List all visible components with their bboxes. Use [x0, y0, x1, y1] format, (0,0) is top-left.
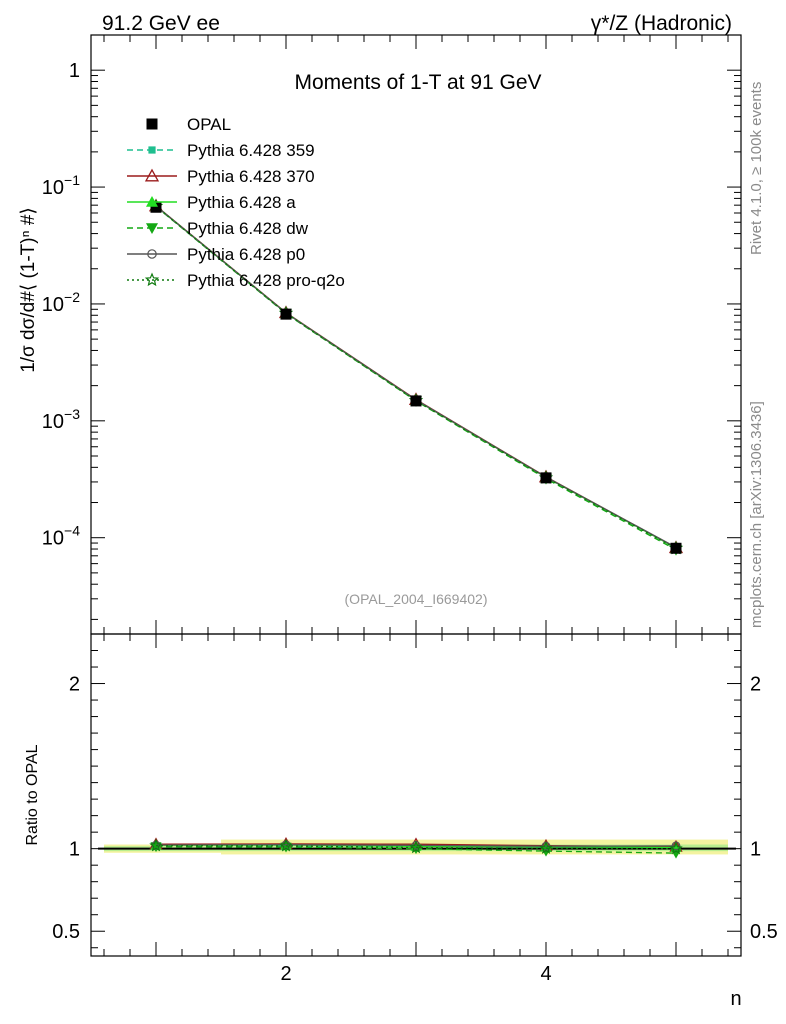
legend-label: Pythia 6.428 dw	[187, 219, 309, 238]
data-point	[670, 542, 682, 554]
legend-marker	[146, 223, 158, 234]
legend-marker	[148, 146, 156, 154]
ratio-point	[539, 841, 553, 854]
y-tick-label: 10−3	[42, 406, 80, 433]
y-tick-label: 10−4	[42, 523, 80, 550]
x-tick-label: 4	[540, 963, 551, 985]
ratio-point	[669, 841, 683, 855]
legend-label: Pythia 6.428 a	[187, 193, 296, 212]
ratio-y-tick-label: 0.5	[52, 921, 80, 943]
ratio-y-tick-label: 2	[69, 674, 80, 696]
legend-marker	[144, 272, 160, 287]
header-left: 91.2 GeV ee	[102, 12, 220, 35]
ratio-y-tick-label-right: 2	[750, 674, 761, 696]
legend-item: Pythia 6.428 dw	[127, 219, 309, 238]
ratio-y-tick-label-right: 0.5	[750, 921, 778, 943]
ratio-point	[279, 838, 293, 852]
legend-marker	[146, 196, 158, 207]
legend-item: Pythia 6.428 pro-q2o	[127, 271, 345, 290]
y-tick-label: 10−1	[42, 172, 80, 199]
x-axis-label: n	[730, 988, 741, 1010]
legend-marker	[146, 118, 158, 130]
ratio-y-tick-label: 1	[69, 839, 80, 861]
data-point	[540, 472, 552, 484]
y-tick-label: 1	[69, 60, 80, 82]
x-tick-label: 2	[280, 963, 291, 985]
ratio-series-pythia-6-428-pro-q2o	[149, 838, 683, 855]
y-tick-label: 10−2	[42, 289, 80, 316]
ratio-panel: 2 2 1 1 0.5 0.5 2 4 Ratio to OPAL n	[24, 633, 778, 1010]
legend-item: OPAL	[146, 115, 231, 134]
mcplots-reference-label: mcplots.cern.ch [arXiv:1306.3436]	[748, 401, 765, 628]
legend-label: Pythia 6.428 359	[187, 141, 315, 160]
chart-title: Moments of 1-T at 91 GeV	[294, 71, 541, 94]
ratio-line	[155, 845, 677, 850]
series-line	[155, 205, 677, 549]
data-point	[150, 201, 162, 213]
legend-item: Pythia 6.428 370	[127, 167, 315, 186]
legend-item: Pythia 6.428 p0	[127, 245, 305, 264]
ratio-point	[409, 840, 423, 854]
legend-marker	[147, 249, 157, 259]
ratio-y-tick-label-right: 1	[750, 839, 761, 861]
y-axis-label: 1/σ dσ/d#⟨ (1-T)ⁿ #⟩	[18, 207, 39, 373]
rivet-version-label: Rivet 4.1.0, ≥ 100k events	[748, 82, 765, 255]
legend-item: Pythia 6.428 359	[127, 141, 315, 160]
ratio-line	[155, 844, 677, 847]
legend-label: Pythia 6.428 p0	[187, 245, 305, 264]
legend: OPAL Pythia 6.428 359 Pythia 6.428 370 Pyth…	[127, 115, 345, 290]
ratio-y-axis-label: Ratio to OPAL	[24, 744, 41, 845]
legend-label: Pythia 6.428 pro-q2o	[187, 271, 345, 290]
ratio-point	[149, 838, 163, 852]
header-right: γ*/Z (Hadronic)	[591, 12, 732, 35]
series-opal	[150, 201, 682, 554]
data-point	[410, 395, 422, 407]
analysis-id-label: (OPAL_2004_I669402)	[345, 591, 488, 607]
data-point	[280, 308, 292, 320]
main-panel: 1 10−1 10−2 10−3 10−4 Moments of 1-T at 91 G…	[18, 34, 742, 635]
legend-label: Pythia 6.428 370	[187, 167, 315, 186]
legend-label: OPAL	[187, 115, 231, 134]
ratio-panel-frame	[90, 633, 742, 957]
legend-item: Pythia 6.428 a	[127, 193, 296, 212]
legend-marker	[144, 168, 160, 182]
